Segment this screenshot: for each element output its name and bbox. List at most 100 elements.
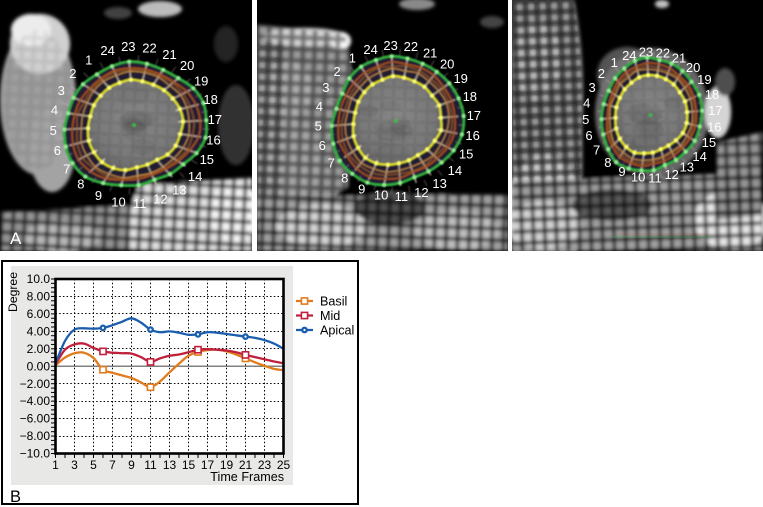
svg-text:16: 16 [206, 132, 220, 147]
svg-text:6: 6 [319, 138, 326, 153]
svg-text:22: 22 [142, 40, 156, 55]
svg-text:10.0: 10.0 [27, 272, 51, 286]
svg-text:4: 4 [583, 95, 590, 110]
svg-text:7: 7 [109, 458, 116, 472]
svg-text:8: 8 [77, 177, 84, 192]
svg-text:17: 17 [201, 458, 215, 472]
svg-text:−8.00: −8.00 [20, 429, 51, 443]
svg-text:6: 6 [54, 143, 61, 158]
svg-text:20: 20 [686, 60, 700, 75]
svg-text:0.00: 0.00 [27, 359, 51, 373]
svg-text:10: 10 [631, 169, 645, 184]
svg-text:−4.00: −4.00 [20, 394, 51, 408]
svg-text:13: 13 [172, 183, 186, 198]
svg-text:23: 23 [258, 458, 272, 472]
svg-text:9: 9 [358, 181, 365, 196]
svg-text:17: 17 [708, 103, 722, 118]
svg-text:23: 23 [639, 45, 653, 60]
svg-text:24: 24 [100, 43, 114, 58]
svg-text:16: 16 [707, 119, 721, 134]
svg-text:5: 5 [50, 123, 57, 138]
svg-text:13: 13 [432, 176, 446, 191]
svg-text:Time Frames: Time Frames [210, 470, 284, 484]
svg-text:10: 10 [111, 195, 125, 210]
svg-text:Degree: Degree [6, 272, 20, 312]
svg-text:22: 22 [656, 46, 670, 61]
svg-text:1: 1 [349, 51, 356, 66]
svg-text:21: 21 [423, 45, 437, 60]
svg-text:23: 23 [383, 38, 397, 53]
svg-text:17: 17 [467, 108, 481, 123]
svg-text:11: 11 [144, 458, 157, 472]
svg-text:12: 12 [153, 192, 167, 207]
svg-text:4.00: 4.00 [27, 325, 51, 339]
svg-text:15: 15 [200, 152, 214, 167]
svg-text:11: 11 [133, 196, 147, 211]
svg-text:24: 24 [622, 48, 636, 63]
svg-text:18: 18 [203, 92, 217, 107]
svg-text:21: 21 [239, 458, 253, 472]
svg-text:6.00: 6.00 [27, 307, 51, 321]
svg-text:22: 22 [404, 39, 418, 54]
svg-text:7: 7 [328, 156, 335, 171]
svg-text:7: 7 [63, 161, 70, 176]
svg-text:14: 14 [188, 169, 202, 184]
svg-text:12: 12 [414, 185, 428, 200]
svg-text:5: 5 [90, 458, 97, 472]
svg-text:Mid: Mid [320, 309, 340, 323]
svg-text:9: 9 [95, 188, 102, 203]
svg-text:15: 15 [182, 458, 196, 472]
svg-text:1: 1 [611, 55, 618, 70]
svg-text:19: 19 [453, 71, 467, 86]
svg-text:19: 19 [194, 74, 208, 89]
svg-text:21: 21 [672, 51, 686, 66]
svg-text:−2.00: −2.00 [20, 377, 51, 391]
svg-text:18: 18 [705, 87, 719, 102]
svg-text:3: 3 [58, 83, 65, 98]
svg-text:6: 6 [585, 128, 592, 143]
svg-text:5: 5 [315, 119, 322, 134]
svg-text:7: 7 [593, 143, 600, 158]
svg-text:24: 24 [363, 42, 377, 57]
svg-text:1: 1 [85, 52, 92, 67]
svg-text:3: 3 [71, 458, 78, 472]
svg-text:15: 15 [459, 147, 473, 162]
svg-text:12: 12 [664, 167, 678, 182]
svg-text:11: 11 [648, 170, 662, 185]
svg-text:−10.0: −10.0 [20, 447, 51, 461]
svg-text:14: 14 [448, 163, 462, 178]
svg-text:5: 5 [582, 112, 589, 127]
svg-text:17: 17 [208, 112, 222, 127]
svg-text:20: 20 [180, 58, 194, 73]
svg-text:10: 10 [374, 188, 388, 203]
svg-text:15: 15 [702, 135, 716, 150]
svg-text:2: 2 [69, 66, 76, 81]
svg-text:2.00: 2.00 [27, 342, 51, 356]
svg-text:13: 13 [680, 160, 694, 175]
svg-text:2: 2 [598, 66, 605, 81]
svg-text:−6.00: −6.00 [20, 412, 51, 426]
svg-text:3: 3 [322, 80, 329, 95]
svg-text:21: 21 [162, 47, 176, 62]
svg-text:20: 20 [440, 56, 454, 71]
svg-text:23: 23 [121, 39, 135, 54]
svg-text:9: 9 [128, 458, 135, 472]
svg-text:2: 2 [333, 64, 340, 79]
svg-text:13: 13 [163, 458, 177, 472]
svg-text:Apical: Apical [320, 323, 354, 337]
svg-text:25: 25 [277, 458, 291, 472]
svg-text:14: 14 [692, 149, 706, 164]
svg-text:9: 9 [618, 164, 625, 179]
svg-text:8: 8 [604, 155, 611, 170]
svg-text:8.00: 8.00 [27, 290, 51, 304]
svg-text:B: B [10, 488, 21, 506]
svg-text:3: 3 [588, 80, 595, 95]
svg-text:8: 8 [341, 171, 348, 186]
svg-text:1: 1 [52, 458, 59, 472]
svg-text:Basil: Basil [320, 294, 347, 308]
svg-text:18: 18 [463, 89, 477, 104]
svg-text:19: 19 [697, 72, 711, 87]
svg-text:4: 4 [316, 99, 323, 114]
svg-text:19: 19 [220, 458, 234, 472]
svg-text:16: 16 [465, 128, 479, 143]
